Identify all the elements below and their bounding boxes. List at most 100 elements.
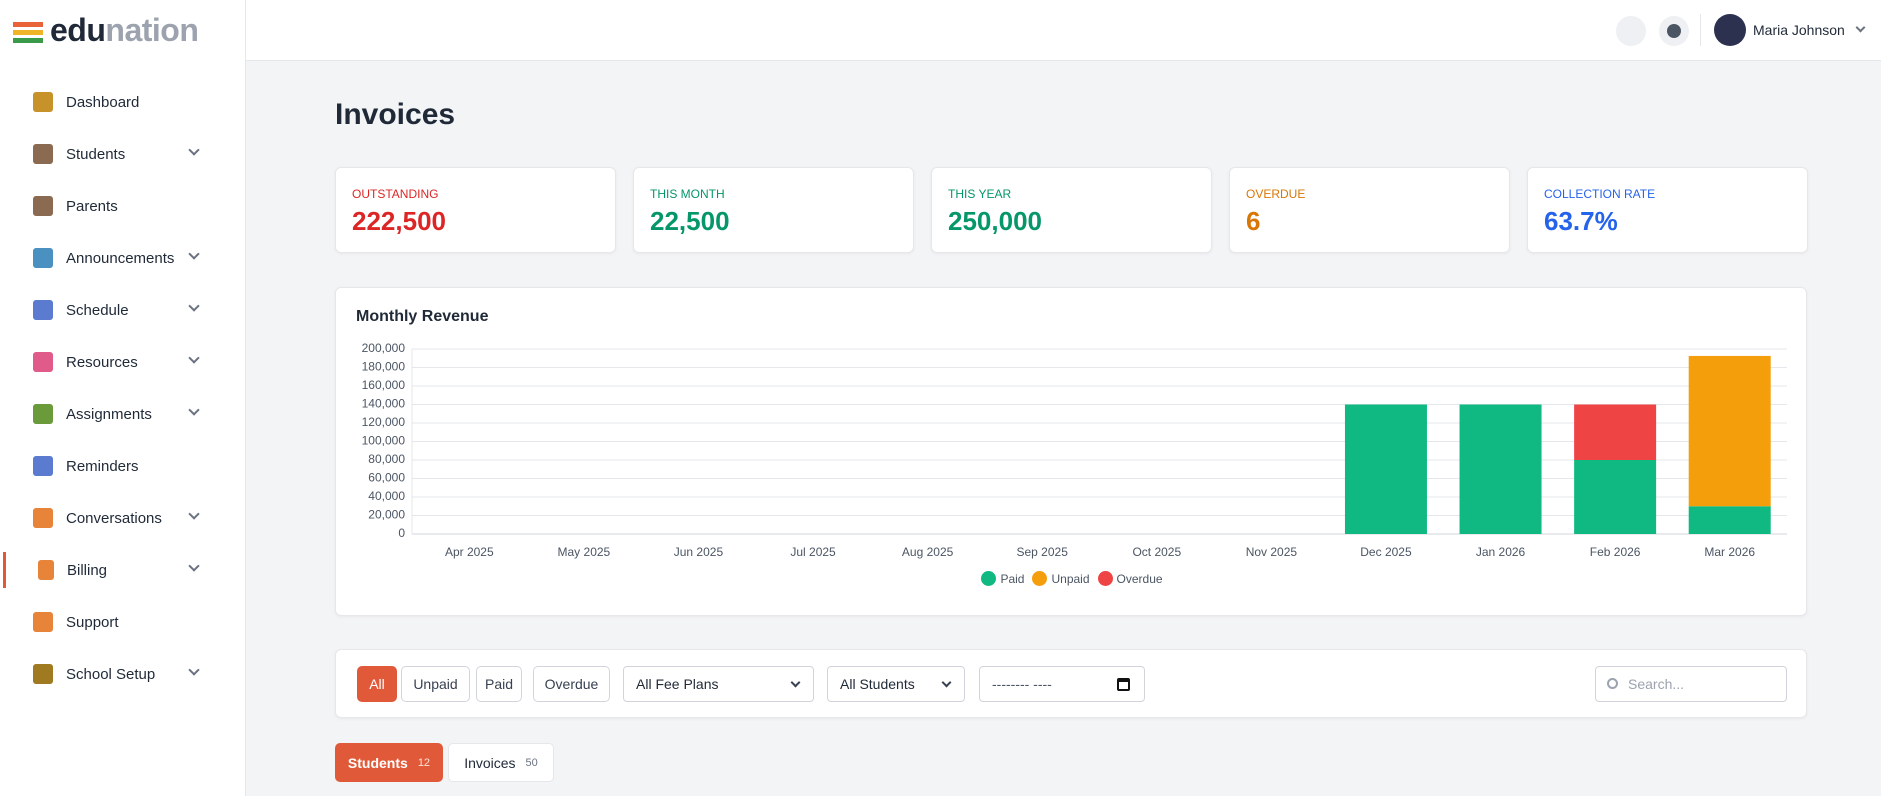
filter-bar: All Unpaid Paid Overdue All Fee Plans All Stu… bbox=[335, 649, 1807, 718]
x-tick-label: Oct 2025 bbox=[1132, 545, 1181, 559]
nav-item[interactable]: Students bbox=[0, 132, 246, 176]
date-input-text: -------- ---- bbox=[992, 676, 1052, 692]
active-indicator bbox=[3, 552, 6, 588]
x-tick-label: May 2025 bbox=[558, 545, 611, 559]
legend-item[interactable]: Overdue bbox=[1097, 571, 1163, 586]
nav-item[interactable]: Dashboard bbox=[0, 80, 246, 124]
chat-icon[interactable] bbox=[1616, 16, 1646, 46]
nav-icon bbox=[33, 456, 53, 476]
nav-item[interactable]: Conversations bbox=[0, 496, 246, 540]
tab[interactable]: Invoices 50 bbox=[448, 743, 554, 782]
x-tick-label: Sep 2025 bbox=[1017, 545, 1069, 559]
y-tick-label: 40,000 bbox=[368, 489, 405, 503]
chevron bbox=[941, 677, 952, 688]
search-icon bbox=[1607, 678, 1618, 689]
x-tick-label: Dec 2025 bbox=[1360, 545, 1412, 559]
stat-value: 22,500 bbox=[650, 206, 730, 236]
stat-label: OUTSTANDING bbox=[352, 187, 439, 201]
stat-card: OUTSTANDING 222,500 bbox=[335, 167, 616, 253]
nav-item[interactable]: School Setup bbox=[0, 652, 246, 696]
legend-swatch bbox=[1032, 571, 1048, 586]
x-tick-label: Jul 2025 bbox=[790, 545, 836, 559]
nav-label: Billing bbox=[67, 561, 108, 579]
nav-item[interactable]: Schedule bbox=[0, 288, 246, 332]
y-tick-label: 160,000 bbox=[362, 378, 406, 392]
chevron[interactable] bbox=[1855, 22, 1866, 33]
nav-icon bbox=[33, 612, 53, 632]
alert-icon[interactable] bbox=[1659, 16, 1689, 46]
stat-card: THIS MONTH 22,500 bbox=[633, 167, 914, 253]
tab[interactable]: Students 12 bbox=[335, 743, 443, 782]
stat-value: 63.7% bbox=[1544, 206, 1618, 236]
chevron bbox=[188, 248, 200, 260]
x-tick-label: Nov 2025 bbox=[1246, 545, 1298, 559]
stat-label: OVERDUE bbox=[1246, 187, 1306, 201]
nav-label: Support bbox=[66, 613, 119, 631]
nav-item[interactable]: Billing bbox=[0, 548, 246, 592]
legend: Paid Unpaid Overdue bbox=[336, 571, 1808, 586]
stat-value: 250,000 bbox=[948, 206, 1042, 236]
logo-text: edu bbox=[50, 12, 106, 48]
legend-label: Unpaid bbox=[1051, 571, 1090, 586]
nav-item[interactable]: Reminders bbox=[0, 444, 246, 488]
bar-segment bbox=[1574, 460, 1657, 534]
search-input[interactable]: Search... bbox=[1595, 666, 1787, 702]
chevron bbox=[188, 404, 200, 416]
nav-label: Resources bbox=[66, 353, 138, 371]
nav-icon bbox=[33, 508, 53, 528]
sidebar: edunation Dashboard Students Parents Announ… bbox=[0, 0, 246, 796]
nav-item[interactable]: Parents bbox=[0, 184, 246, 228]
user-name[interactable]: Maria Johnson bbox=[1753, 22, 1845, 38]
y-tick-label: 140,000 bbox=[362, 397, 406, 411]
nav-icon bbox=[33, 92, 53, 112]
bar-segment bbox=[1688, 355, 1771, 507]
legend-item[interactable]: Unpaid bbox=[1032, 571, 1090, 586]
chart: 0 20,000 40,000 60,000 80,000 100,000 120,000 1… bbox=[362, 341, 1787, 559]
nav-icon bbox=[38, 560, 54, 580]
legend-item[interactable]: Paid bbox=[981, 571, 1024, 586]
status-button[interactable]: Unpaid bbox=[401, 666, 470, 702]
chart-title: Monthly Revenue bbox=[356, 308, 489, 325]
nav-label: Parents bbox=[66, 197, 118, 215]
stat-label: THIS MONTH bbox=[650, 187, 725, 201]
status-button[interactable]: Paid bbox=[476, 666, 522, 702]
chevron bbox=[188, 144, 200, 156]
stat-card: OVERDUE 6 bbox=[1229, 167, 1510, 253]
fee-plan-select[interactable]: All Fee Plans bbox=[623, 666, 814, 702]
legend-swatch bbox=[1097, 571, 1113, 586]
chevron bbox=[790, 677, 801, 688]
nav-label: Announcements bbox=[66, 249, 175, 267]
logo-stripe bbox=[13, 30, 43, 35]
x-tick-label: Aug 2025 bbox=[902, 545, 954, 559]
nav-icon bbox=[33, 144, 53, 164]
logo-stripe bbox=[13, 22, 43, 27]
chevron bbox=[188, 560, 200, 572]
avatar[interactable] bbox=[1714, 14, 1746, 46]
y-tick-label: 120,000 bbox=[362, 415, 406, 429]
status-button[interactable]: All bbox=[357, 666, 397, 702]
x-tick-label: Feb 2026 bbox=[1590, 545, 1641, 559]
logo[interactable]: edunation bbox=[50, 12, 199, 49]
logo-text: nation bbox=[105, 12, 199, 48]
bar-segment bbox=[1459, 404, 1542, 534]
status-button[interactable]: Overdue bbox=[533, 666, 610, 702]
legend-label: Overdue bbox=[1116, 571, 1163, 586]
nav-item[interactable]: Resources bbox=[0, 340, 246, 384]
chevron bbox=[188, 664, 200, 676]
fee-plan-select-text: All Fee Plans bbox=[636, 676, 719, 692]
student-select[interactable]: All Students bbox=[827, 666, 965, 702]
bar-segment bbox=[1574, 404, 1657, 460]
legend-label: Paid bbox=[1000, 571, 1025, 586]
tab-count: 12 bbox=[417, 756, 431, 769]
nav-item[interactable]: Assignments bbox=[0, 392, 246, 436]
nav-item[interactable]: Announcements bbox=[0, 236, 246, 280]
y-tick-label: 100,000 bbox=[362, 434, 406, 448]
x-tick-label: Jun 2025 bbox=[674, 545, 724, 559]
y-tick-label: 0 bbox=[398, 526, 405, 540]
date-input[interactable]: -------- ---- bbox=[979, 666, 1145, 702]
nav-label: Conversations bbox=[66, 509, 162, 527]
nav-label: Reminders bbox=[66, 457, 139, 475]
x-tick-label: Jan 2026 bbox=[1476, 545, 1526, 559]
nav-item[interactable]: Support bbox=[0, 600, 246, 644]
y-tick-label: 60,000 bbox=[368, 471, 405, 485]
